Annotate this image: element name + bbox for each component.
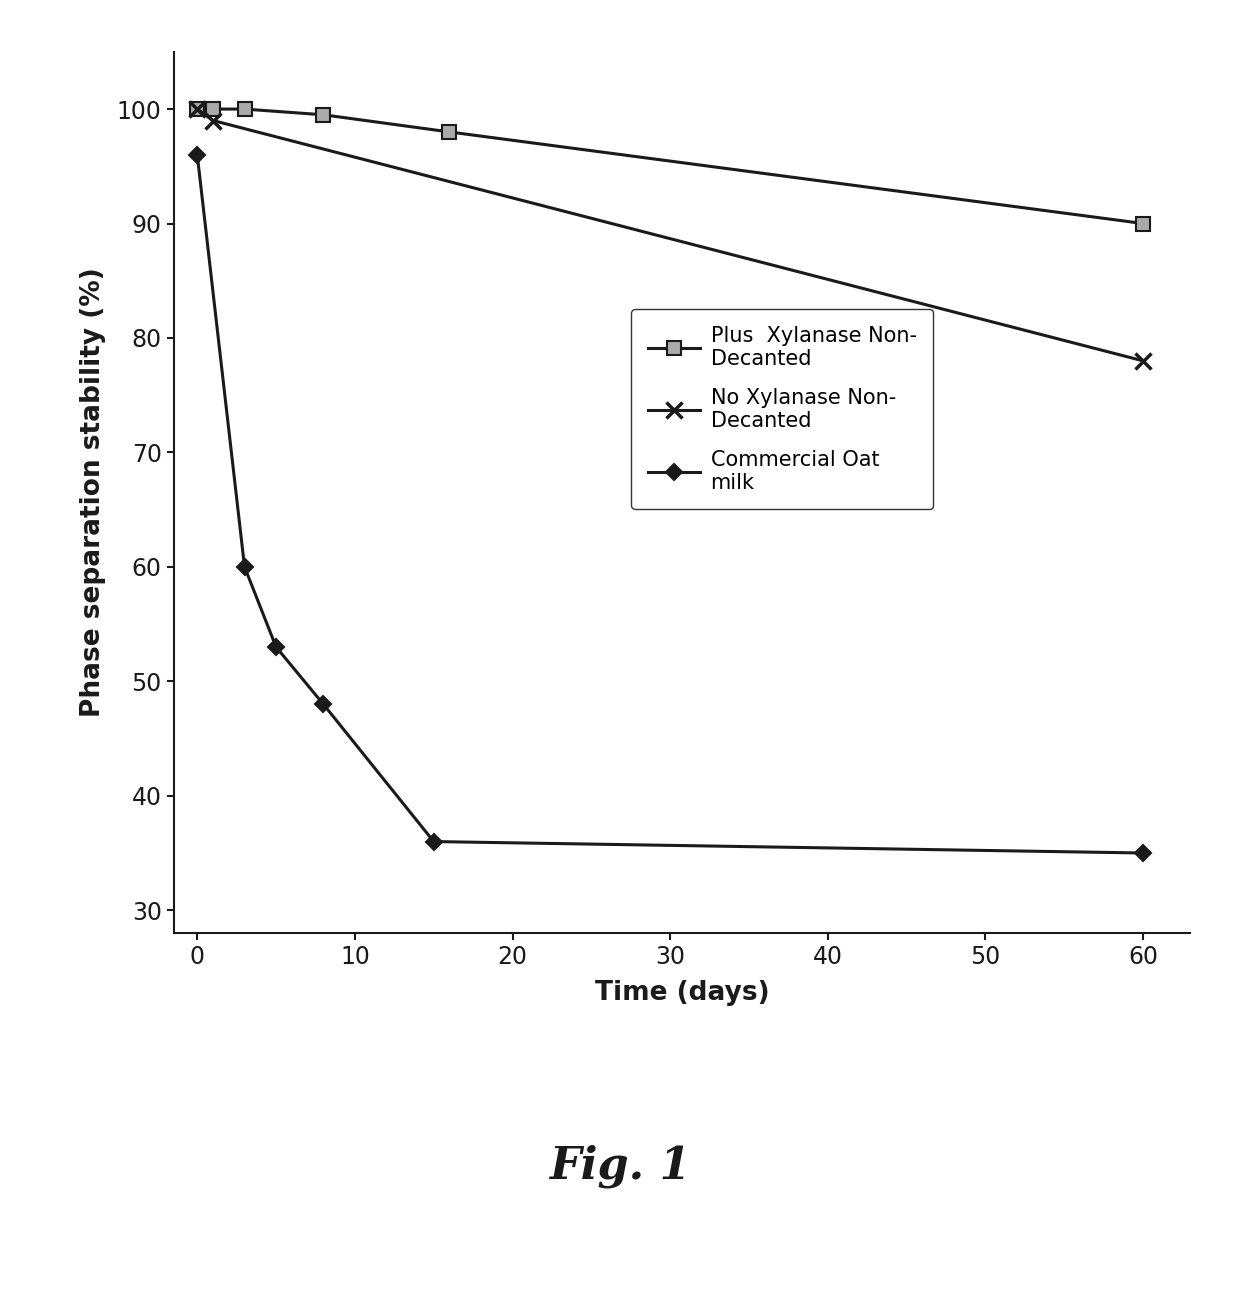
Line: Plus  Xylanase Non-
Decanted: Plus Xylanase Non- Decanted bbox=[190, 102, 1149, 231]
Y-axis label: Phase separation stability (%): Phase separation stability (%) bbox=[79, 267, 105, 718]
Commercial Oat
milk bbox=[427, 833, 441, 849]
Plus  Xylanase Non-
Decanted bbox=[316, 108, 331, 123]
Plus  Xylanase Non-
Decanted bbox=[441, 124, 456, 140]
Text: Fig. 1: Fig. 1 bbox=[549, 1144, 691, 1188]
No Xylanase Non-
Decanted bbox=[190, 101, 205, 117]
Commercial Oat
milk bbox=[237, 559, 252, 574]
Legend: Plus  Xylanase Non-
Decanted, No Xylanase Non-
Decanted, Commercial Oat
milk: Plus Xylanase Non- Decanted, No Xylanase… bbox=[631, 308, 934, 509]
Commercial Oat
milk bbox=[316, 696, 331, 712]
No Xylanase Non-
Decanted bbox=[1136, 353, 1151, 368]
Line: Commercial Oat
milk: Commercial Oat milk bbox=[192, 149, 1148, 858]
Commercial Oat
milk bbox=[269, 639, 284, 654]
Commercial Oat
milk bbox=[1136, 845, 1151, 861]
Commercial Oat
milk bbox=[190, 146, 205, 162]
Plus  Xylanase Non-
Decanted bbox=[190, 101, 205, 117]
Line: No Xylanase Non-
Decanted: No Xylanase Non- Decanted bbox=[190, 101, 1151, 368]
X-axis label: Time (days): Time (days) bbox=[595, 980, 769, 1006]
Plus  Xylanase Non-
Decanted bbox=[206, 101, 221, 117]
No Xylanase Non-
Decanted bbox=[206, 113, 221, 128]
Plus  Xylanase Non-
Decanted bbox=[1136, 215, 1151, 231]
Plus  Xylanase Non-
Decanted bbox=[237, 101, 252, 117]
